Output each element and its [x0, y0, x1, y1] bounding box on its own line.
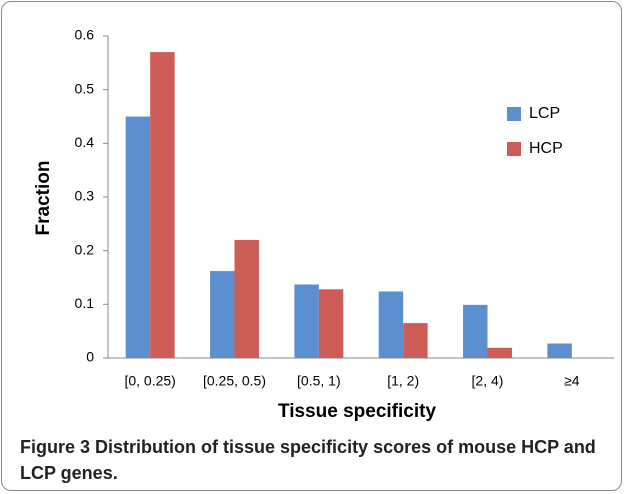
bar: [234, 239, 259, 358]
bar: [547, 343, 572, 358]
legend-swatch: [507, 107, 521, 121]
bar: [294, 284, 319, 358]
caption: Figure 3 Distribution of tissue specific…: [20, 434, 600, 486]
y-tick-label: 0.3: [75, 188, 95, 204]
y-tick-label: 0.4: [75, 134, 95, 150]
x-tick-label: ≥4: [564, 373, 580, 389]
x-tick-label: [2, 4): [472, 373, 504, 389]
chart: Fraction Tissue specificity 0 0.1 0.2 0.3 0.…: [33, 27, 614, 422]
bar: [318, 289, 344, 358]
x-tick-label: [1, 2): [387, 373, 419, 389]
x-tick-label: [0.5, 1): [297, 373, 341, 389]
y-tick-label: 0: [86, 349, 94, 365]
caption-text: Distribution of tissue specificity score…: [20, 437, 596, 483]
y-tick-label: 0.2: [75, 241, 95, 257]
bar: [403, 323, 428, 358]
legend-swatch: [507, 142, 521, 156]
y-tick-label: 0.1: [75, 295, 95, 311]
legend-label: LCP: [529, 105, 560, 122]
bar: [463, 304, 488, 358]
y-axis-title: Fraction: [33, 161, 54, 236]
y-tick-label: 0.5: [75, 80, 95, 96]
x-tick-label: [0, 0.25): [124, 373, 175, 389]
legend-label: HCP: [529, 140, 563, 157]
bar: [150, 52, 175, 358]
x-tick-label: [0.25, 0.5): [203, 373, 266, 389]
bar: [378, 291, 404, 358]
x-axis-title: Tissue specificity: [278, 401, 436, 422]
caption-label: Figure 3: [20, 437, 91, 457]
y-tick-label: 0.6: [75, 27, 95, 43]
bar: [125, 116, 151, 358]
bar: [487, 347, 512, 358]
bar: [210, 271, 235, 358]
